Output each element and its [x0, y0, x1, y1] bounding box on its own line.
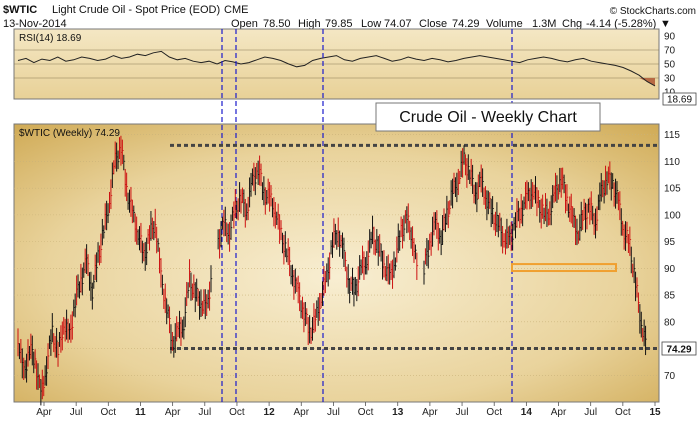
price-y-tick: 90 — [664, 264, 676, 275]
low-label: Low — [361, 18, 381, 30]
price-last-value: 74.29 — [666, 345, 691, 356]
x-tick-label: Jul — [456, 407, 469, 418]
rsi-oversold-fill — [639, 78, 655, 86]
price-panel-background — [13, 123, 660, 403]
volume-value: 1.3M — [532, 18, 556, 30]
exchange: CME — [224, 4, 248, 16]
price-y-tick: 85 — [664, 291, 676, 302]
x-tick-label: Oct — [101, 407, 117, 418]
rsi-y-tick: 30 — [664, 74, 676, 85]
rsi-y-tick: 50 — [664, 60, 676, 71]
symbol: $WTIC — [3, 4, 37, 16]
support-resistance-lines — [170, 143, 659, 351]
open-label: Open — [231, 18, 258, 30]
rsi-line — [17, 50, 656, 87]
x-tick-label: Jul — [327, 407, 340, 418]
price-y-tick: 100 — [664, 210, 681, 221]
price-legend: $WTIC (Weekly) 74.29 — [19, 128, 120, 139]
x-tick-label: Apr — [36, 407, 52, 418]
rsi-last-value-box — [662, 92, 697, 106]
chg-down-arrow-icon: ▼ — [660, 18, 671, 30]
rsi-y-tick: 90 — [664, 32, 676, 43]
rsi-y-tick: 70 — [664, 46, 676, 57]
x-tick-label: Apr — [422, 407, 438, 418]
price-bars — [17, 135, 647, 406]
chart-header: $WTIC Light Crude Oil - Spot Price (EOD)… — [3, 4, 696, 30]
price-y-tick: 110 — [664, 157, 680, 168]
volume-label: Volume — [486, 18, 523, 30]
x-tick-label: Oct — [358, 407, 374, 418]
x-tick-label: Oct — [615, 407, 631, 418]
x-tick-label: Jul — [198, 407, 211, 418]
x-tick-label: Oct — [486, 407, 502, 418]
chg-value: -4.14 (-5.28%) — [586, 18, 656, 30]
x-tick-label: Apr — [551, 407, 567, 418]
low-value: 74.07 — [384, 18, 412, 30]
x-tick-label: Apr — [293, 407, 309, 418]
x-tick-label: Oct — [229, 407, 245, 418]
x-tick-label: Apr — [165, 407, 181, 418]
chg-label: Chg — [562, 18, 582, 30]
annotation-box — [375, 102, 601, 132]
price-y-tick: 70 — [664, 371, 676, 382]
x-tick-label: Jul — [70, 407, 83, 418]
price-y-tick: 105 — [664, 184, 681, 195]
watermark: © StockCharts.com — [610, 6, 696, 17]
close-label: Close — [419, 18, 447, 30]
vertical-marker-lines — [221, 29, 513, 402]
rsi-panel: 1030507090 RSI(14) 18.69 18.69 — [13, 28, 697, 106]
price-last-value-box — [661, 341, 697, 356]
rsi-y-tick-labels: 1030507090 — [664, 32, 676, 99]
rsi-last-value: 18.69 — [667, 95, 692, 106]
x-tick-label: 14 — [521, 407, 533, 418]
price-panel: 707580859095100105110115 $WTIC (Weekly) … — [13, 29, 697, 406]
price-y-tick: 115 — [664, 130, 680, 141]
x-tick-label: 11 — [135, 407, 146, 418]
annotation-title: Crude Oil - Weekly Chart — [399, 109, 577, 126]
rsi-gridlines — [14, 49, 659, 79]
x-tick-label: Jul — [584, 407, 597, 418]
x-tick-label: 13 — [392, 407, 404, 418]
open-value: 78.50 — [263, 18, 291, 30]
close-value: 74.29 — [452, 18, 480, 30]
rsi-legend: RSI(14) 18.69 — [19, 33, 82, 44]
support-zone — [511, 263, 617, 273]
description: Light Crude Oil - Spot Price (EOD) — [52, 4, 220, 16]
price-y-tick: 80 — [664, 317, 676, 328]
chart-date: 13-Nov-2014 — [3, 18, 67, 30]
x-tick-label: 12 — [264, 407, 276, 418]
high-label: High — [298, 18, 321, 30]
x-tick-labels: Apr Jul Oct 11 Apr Jul Oct 12 Apr Jul Oct 13 Apr Jul O… — [36, 402, 661, 418]
x-tick-label: 15 — [649, 407, 661, 418]
annotation-callout: Crude Oil - Weekly Chart — [375, 102, 601, 132]
price-y-tick: 95 — [664, 237, 676, 248]
high-value: 79.85 — [325, 18, 353, 30]
